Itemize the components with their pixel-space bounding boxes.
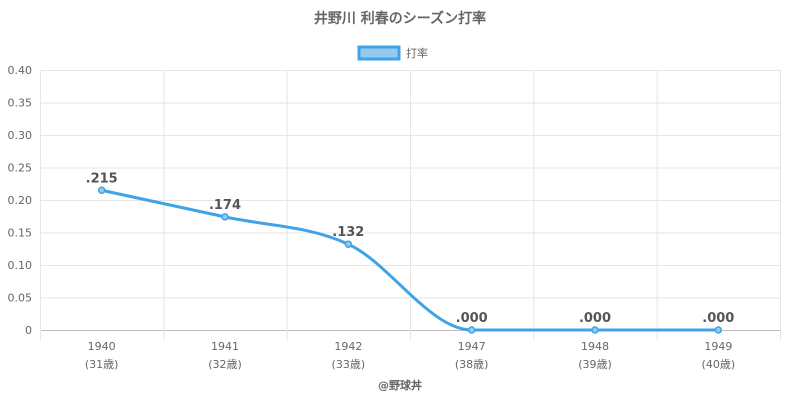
data-label: .215: [86, 171, 118, 186]
y-tick-label: 0.15: [8, 227, 33, 240]
y-tick-label: 0.40: [8, 64, 33, 77]
y-tick-label: 0.05: [8, 292, 33, 305]
data-point[interactable]: [714, 326, 723, 334]
x-tick-age-label: (39歳): [578, 358, 612, 371]
data-point[interactable]: [467, 326, 476, 334]
x-tick-label: 1942: [334, 340, 362, 353]
x-axis: 1940 (31歳) 1941 (32歳) 1942 (33歳) 1947 (38歳) 1948…: [85, 340, 735, 371]
credit-text: @野球丼: [378, 378, 422, 392]
data-label: .000: [702, 311, 734, 326]
y-tick-label: 0.10: [8, 259, 33, 272]
data-label: .174: [209, 198, 241, 213]
data-label: .000: [579, 311, 611, 326]
data-label: .132: [332, 225, 364, 240]
x-tick-age-label: (31歳): [85, 358, 119, 371]
data-point[interactable]: [97, 186, 106, 194]
series-batting-average: [97, 186, 723, 334]
y-tick-label: 0.20: [8, 194, 33, 207]
data-point[interactable]: [344, 240, 353, 248]
x-tick-label: 1940: [88, 340, 116, 353]
legend-label: 打率: [406, 46, 428, 60]
data-label: .000: [456, 311, 488, 326]
x-tick-age-label: (38歳): [455, 358, 489, 371]
x-tick-label: 1941: [211, 340, 239, 353]
series-line: [101, 188, 719, 332]
data-point[interactable]: [221, 213, 229, 221]
y-axis: 0 0.05 0.10 0.15 0.20 0.25 0.30 0.35 0.40: [8, 64, 33, 337]
y-tick-label: 0.35: [8, 97, 33, 110]
x-tick-label: 1947: [458, 340, 486, 353]
x-tick-label: 1949: [704, 340, 732, 353]
x-tick-age-label: (32歳): [208, 358, 242, 371]
legend[interactable]: 打率: [357, 45, 428, 61]
data-point[interactable]: [591, 326, 599, 334]
y-tick-label: 0.25: [8, 162, 33, 175]
x-tick-label: 1948: [581, 340, 609, 353]
legend-swatch: [357, 45, 401, 61]
y-tick-label: 0: [25, 324, 32, 337]
data-labels: .215 .174 .132 .000 .000 .000: [86, 171, 735, 326]
chart-title: 井野川 利春のシーズン打率: [314, 10, 486, 27]
x-tick-age-label: (33歳): [332, 358, 366, 371]
y-tick-label: 0.30: [8, 129, 33, 142]
x-tick-age-label: (40歳): [702, 358, 736, 371]
grid: [40, 70, 781, 340]
